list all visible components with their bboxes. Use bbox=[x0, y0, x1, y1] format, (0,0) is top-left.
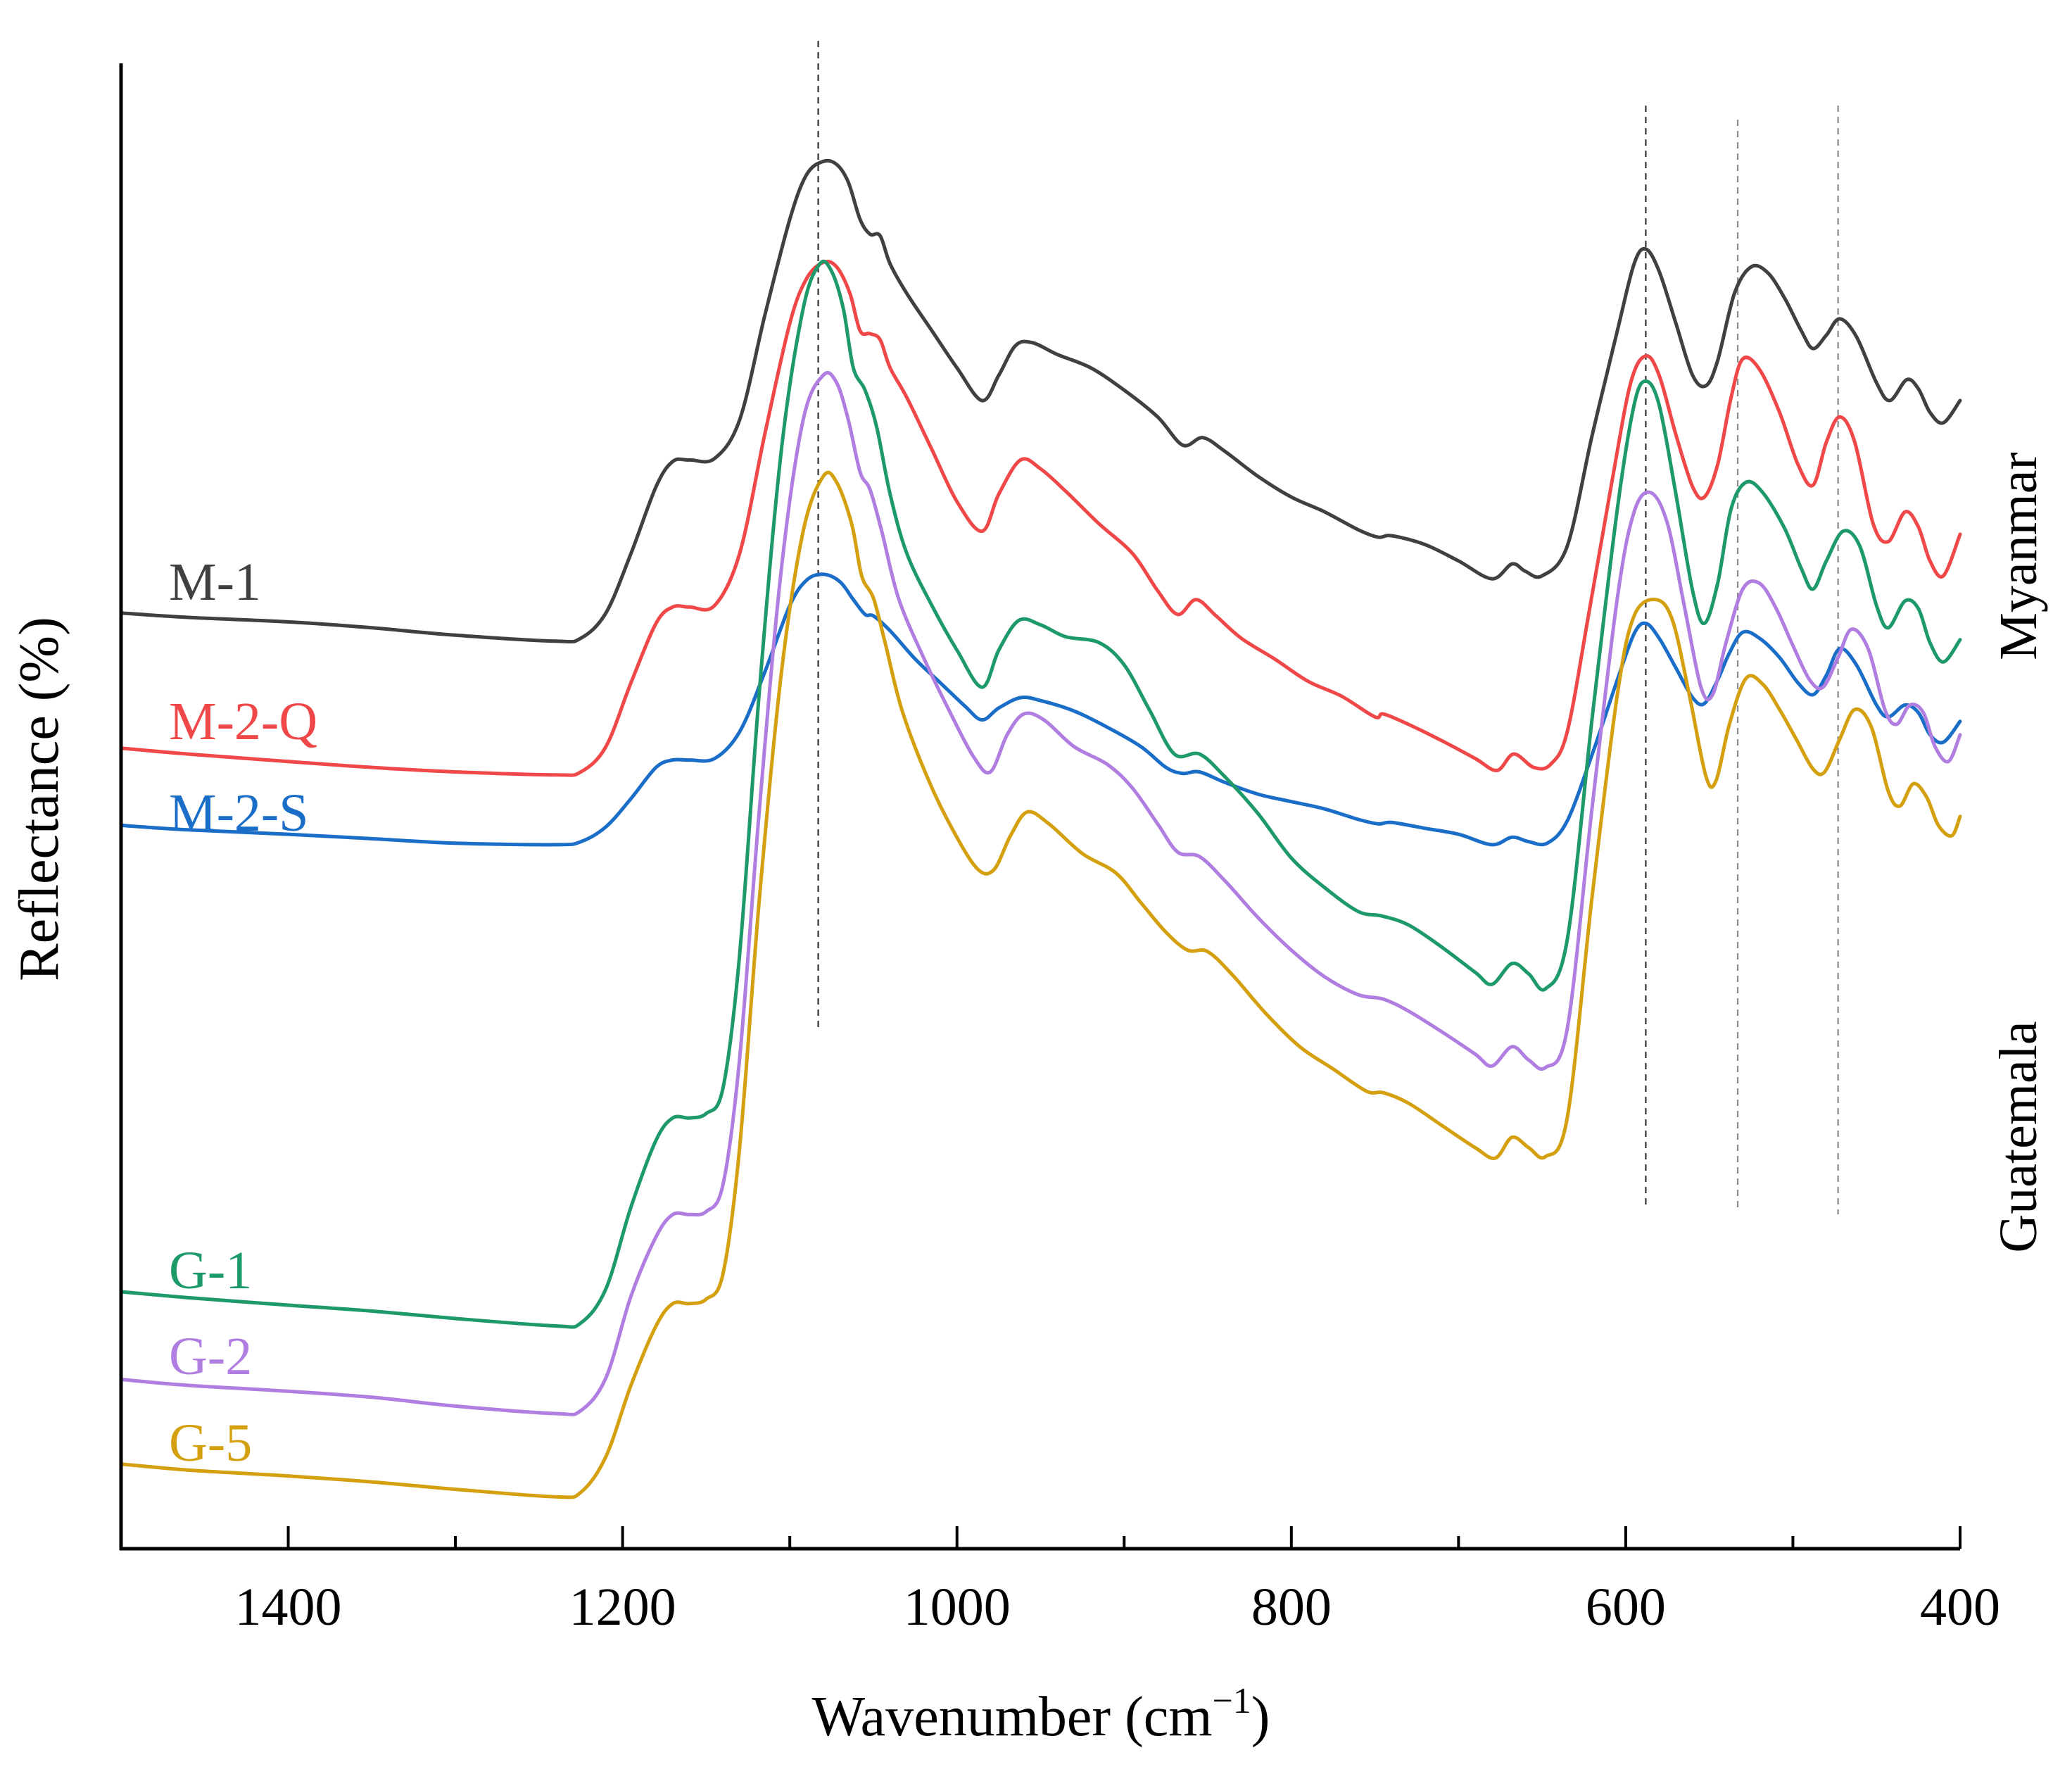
x-tick-label-1000: 1000 bbox=[904, 1578, 1011, 1637]
series-label-m-2-s: M-2-S bbox=[169, 784, 308, 843]
series-label-m-1: M-1 bbox=[169, 553, 261, 612]
series-label-g-5: G-5 bbox=[169, 1414, 252, 1473]
group-label-guatemala: Guatemala bbox=[1989, 1021, 2048, 1252]
x-tick-labels: 1400 1200 1000 800 600 400 bbox=[235, 1578, 2000, 1637]
x-tick-label-1400: 1400 bbox=[235, 1578, 342, 1637]
series-line-m-2-q bbox=[119, 259, 1962, 777]
series-line-g-1 bbox=[119, 259, 1962, 1329]
reference-lines bbox=[817, 41, 1839, 1214]
x-axis-title-superscript: −1 bbox=[1212, 1681, 1251, 1721]
series-lines bbox=[119, 158, 1962, 1499]
x-tick-label-600: 600 bbox=[1586, 1578, 1666, 1637]
x-tick-label-1200: 1200 bbox=[569, 1578, 676, 1637]
x-tick-label-400: 400 bbox=[1920, 1578, 2000, 1637]
series-label-g-2: G-2 bbox=[169, 1327, 252, 1386]
axes bbox=[119, 63, 1962, 1551]
series-line-g-5 bbox=[119, 470, 1962, 1499]
y-axis-title: Reflectance (%) bbox=[8, 617, 70, 981]
x-axis-title: Wavenumber (cm−1) bbox=[812, 1681, 1270, 1748]
series-label-g-1: G-1 bbox=[169, 1241, 252, 1300]
group-label-myanmar: Myanmar bbox=[1989, 452, 2048, 660]
x-tick-label-800: 800 bbox=[1251, 1578, 1332, 1637]
series-line-m-2-s bbox=[119, 572, 1962, 847]
x-axis-title-text: Wavenumber (cm bbox=[812, 1686, 1213, 1748]
series-label-m-2-q: M-2-Q bbox=[169, 692, 317, 751]
x-axis-title-close: ) bbox=[1251, 1686, 1270, 1748]
series-line-m-1 bbox=[119, 158, 1962, 644]
series-labels: M-1 M-2-Q M-2-S G-1 G-2 G-5 bbox=[169, 553, 317, 1473]
series-line-g-2 bbox=[119, 371, 1962, 1416]
